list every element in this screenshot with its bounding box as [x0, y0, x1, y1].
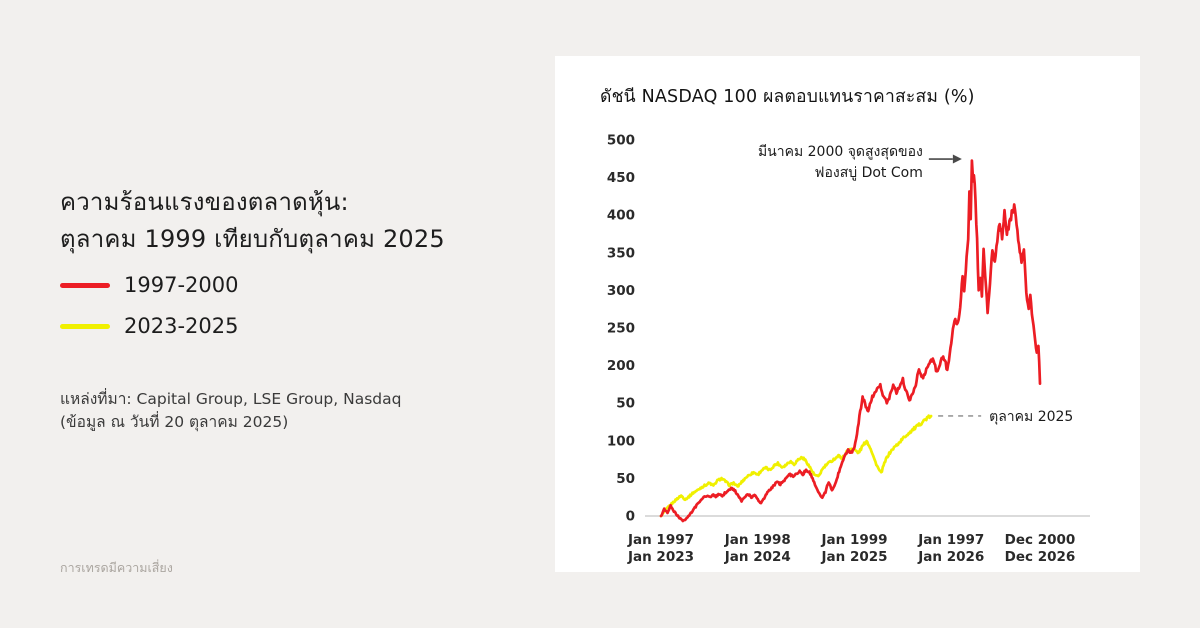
- left-column: ความร้อนแรงของตลาดหุ้น: ตุลาคม 1999 เทีย…: [60, 0, 520, 628]
- x-tick-label-bottom: Dec 2026: [1005, 549, 1076, 565]
- legend-swatch-yellow: [60, 323, 110, 329]
- dotcom-peak-annotation-line2: ฟองสบู่ Dot Com: [815, 165, 923, 181]
- headline-line2: ตุลาคม 1999 เทียบกับตุลาคม 2025: [60, 225, 445, 253]
- headline: ความร้อนแรงของตลาดหุ้น: ตุลาคม 1999 เทีย…: [60, 184, 445, 258]
- risk-disclaimer: การเทรดมีความเสี่ยง: [60, 560, 173, 575]
- x-tick-label-bottom: Jan 2023: [627, 549, 694, 565]
- legend-label-2023-2025: 2023-2025: [124, 314, 239, 338]
- headline-line1: ความร้อนแรงของตลาดหุ้น:: [60, 188, 349, 216]
- y-tick-label: 0: [626, 509, 635, 525]
- y-tick-label: 250: [607, 321, 635, 337]
- legend-item-2023-2025: 2023-2025: [60, 311, 238, 341]
- series-line-1997-2000: [659, 159, 1042, 523]
- y-tick-label: 50: [616, 471, 635, 487]
- y-tick-label: 350: [607, 245, 635, 261]
- y-tick-label: 200: [607, 358, 635, 374]
- x-tick-label-bottom: Jan 2026: [917, 549, 984, 565]
- legend-item-1997-2000: 1997-2000: [60, 270, 238, 300]
- dotcom-peak-annotation-line1: มีนาคม 2000 จุดสูงสุดของ: [758, 144, 923, 160]
- source-note: แหล่งที่มา: Capital Group, LSE Group, Na…: [60, 388, 401, 434]
- chart-title: ดัชนี NASDAQ 100 ผลตอบแทนราคาสะสม (%): [600, 87, 975, 107]
- series-line-2023-2025: [659, 414, 933, 518]
- october-2025-annotation: ตุลาคม 2025: [989, 409, 1073, 425]
- y-tick-label: 50: [616, 396, 635, 412]
- x-tick-label-top: Dec 2000: [1005, 532, 1076, 548]
- x-tick-label-bottom: Jan 2024: [724, 549, 791, 565]
- y-tick-label: 450: [607, 170, 635, 186]
- y-tick-label: 300: [607, 283, 635, 299]
- y-tick-label: 500: [607, 133, 635, 149]
- chart-panel: ดัชนี NASDAQ 100 ผลตอบแทนราคาสะสม (%) 50…: [555, 56, 1140, 572]
- legend: 1997-2000 2023-2025: [60, 270, 238, 352]
- legend-label-1997-2000: 1997-2000: [124, 273, 239, 297]
- y-tick-label: 400: [607, 208, 635, 224]
- x-tick-label-top: Jan 1998: [724, 532, 791, 548]
- y-tick-label: 100: [607, 433, 635, 449]
- x-tick-label-top: Jan 1997: [917, 532, 984, 548]
- legend-swatch-red: [60, 282, 110, 288]
- x-tick-label-top: Jan 1997: [627, 532, 694, 548]
- source-line2: (ข้อมูล ณ วันที่ 20 ตุลาคม 2025): [60, 413, 289, 431]
- x-tick-label-bottom: Jan 2025: [821, 549, 888, 565]
- source-line1: แหล่งที่มา: Capital Group, LSE Group, Na…: [60, 390, 402, 408]
- annotation-arrow-head: [952, 154, 962, 164]
- x-tick-label-top: Jan 1999: [821, 532, 888, 548]
